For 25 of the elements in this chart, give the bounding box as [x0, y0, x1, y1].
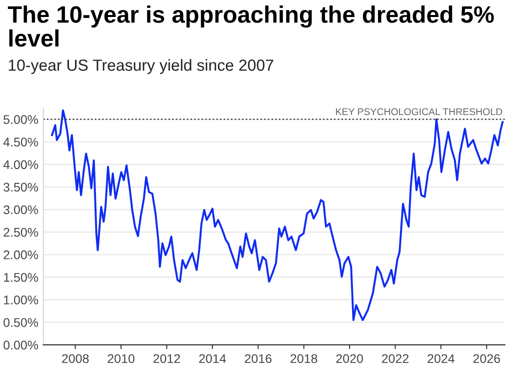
y-tick-label: 4.00% [3, 160, 38, 170]
x-tick-label: 2010 [108, 354, 134, 364]
y-tick-label: 4.50% [3, 138, 38, 147]
x-tick-label: 2016 [244, 354, 272, 364]
x-tick-label: 2012 [153, 354, 180, 364]
x-tick-label: 2020 [336, 354, 363, 364]
ref-line-label: KEY PSYCHOLOGICAL THRESHOLD [336, 108, 502, 116]
chart-title: The 10-year is approaching the dreaded 5% level [8, 6, 494, 47]
x-tick-label: 2008 [62, 354, 89, 364]
x-tick-label: 2018 [290, 354, 318, 364]
y-tick-label: 2.00% [4, 250, 38, 260]
y-tick-label: 1.50% [4, 272, 38, 282]
y-tick-label: 0.50% [4, 318, 38, 327]
y-tick-label: 3.00% [4, 205, 38, 214]
chart-subtitle: 10-year US Treasury yield since 2007 [8, 59, 274, 74]
y-tick-label: 2.50% [4, 228, 38, 237]
x-tick-label: 2026 [473, 354, 500, 364]
y-tick-label: 0.00% [4, 340, 38, 350]
x-tick-label: 2024 [428, 354, 454, 364]
y-tick-label: 1.00% [4, 296, 38, 304]
x-tick-label: 2014 [199, 354, 226, 364]
line-series [51, 109, 504, 322]
x-tick-label: 2022 [382, 354, 408, 364]
y-tick-label: 5.00% [4, 115, 38, 124]
y-tick-label: 3.50% [4, 182, 38, 192]
